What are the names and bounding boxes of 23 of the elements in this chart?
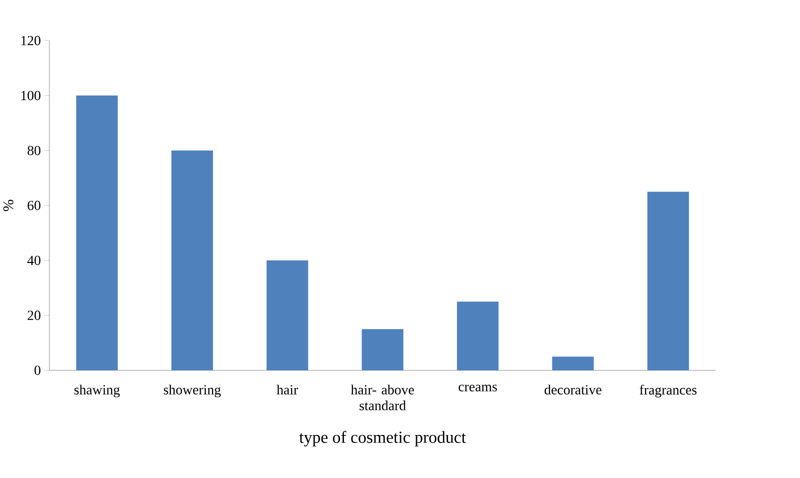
x-tick-label: fragrances	[640, 384, 697, 398]
bar	[76, 95, 118, 370]
y-tick-label: 80	[28, 146, 40, 156]
bar	[456, 302, 499, 370]
x-tick-label: hair- above standard	[350, 384, 414, 410]
y-tick-label: 0	[34, 366, 40, 375]
y-tick-label: 60	[28, 200, 40, 210]
x-tick-label: creams	[458, 384, 497, 392]
bar	[266, 260, 308, 370]
y-tick-label: 120	[21, 36, 40, 46]
x-tick-label: hair	[276, 384, 298, 394]
bar	[647, 192, 689, 370]
bar	[362, 328, 404, 370]
y-tick-label: 40	[27, 256, 40, 265]
x-tick-label: showering	[164, 384, 221, 398]
y-tick-label: 100	[21, 90, 40, 100]
x-tick-label: shawing	[74, 384, 120, 398]
y-tick-label: 20	[28, 310, 40, 320]
y-axis-title: %	[3, 200, 14, 212]
bar	[171, 150, 213, 370]
bar	[552, 356, 594, 370]
x-tick-label: decorative	[544, 384, 602, 394]
x-axis-title: type of cosmetic product	[299, 430, 466, 446]
